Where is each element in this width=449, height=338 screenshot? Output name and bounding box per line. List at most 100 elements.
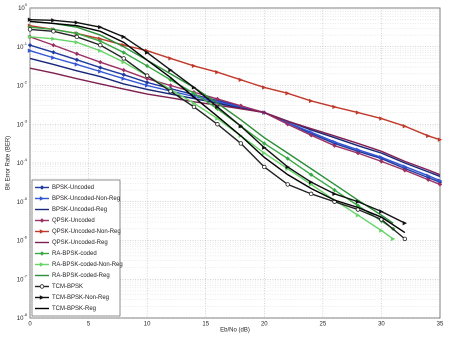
marker [285, 122, 290, 127]
marker [27, 42, 33, 48]
marker [27, 27, 33, 32]
marker [121, 76, 126, 81]
marker [437, 137, 443, 142]
marker [98, 36, 103, 42]
marker [74, 34, 80, 40]
y-tick-label: 10-3 [17, 118, 28, 128]
marker [238, 103, 244, 108]
marker [355, 147, 361, 152]
marker [98, 38, 103, 44]
marker [39, 229, 45, 234]
y-tick-label: 10-7 [17, 273, 28, 283]
marker [379, 228, 384, 233]
marker [144, 83, 150, 88]
x-tick-label: 15 [202, 322, 209, 328]
legend-box [31, 179, 121, 317]
y-tick-label: 10-4 [17, 157, 28, 167]
marker [332, 104, 337, 110]
y-tick-base: 10 [17, 277, 24, 283]
marker [379, 155, 384, 160]
y-tick-base: 10 [17, 316, 24, 322]
y-tick-base: 10 [17, 122, 24, 128]
legend-label: QPSK-Uncoded [52, 218, 95, 224]
legend-label: QPSK-Uncoded-Reg [52, 240, 108, 246]
marker [191, 63, 197, 69]
marker [98, 24, 103, 30]
legend-label: RA-BPSK-coded [52, 251, 97, 257]
marker [215, 122, 220, 127]
marker [426, 173, 431, 178]
marker [285, 164, 290, 170]
marker [262, 85, 267, 90]
x-tick-label: 0 [28, 322, 32, 328]
marker [332, 143, 337, 148]
marker [27, 17, 33, 22]
y-tick-exp: -8 [23, 312, 27, 317]
marker [51, 18, 56, 23]
marker [390, 236, 396, 242]
marker [332, 191, 337, 197]
marker [332, 187, 337, 193]
series-line [29, 20, 394, 224]
marker [437, 182, 443, 187]
legend-label: RA-BPSK-coded-Non-Reg [52, 262, 123, 268]
legend-label: BPSK-Uncoded-Reg [52, 207, 107, 213]
marker [379, 116, 384, 121]
legend-label: TCM-BPSK-Non-Reg [52, 295, 109, 301]
x-tick-label: 35 [437, 322, 444, 328]
marker [168, 56, 173, 61]
marker [51, 50, 56, 55]
marker [98, 59, 103, 65]
marker [144, 76, 150, 81]
marker [285, 182, 290, 187]
marker [98, 65, 103, 70]
marker [215, 70, 220, 75]
marker [426, 133, 431, 139]
x-axis-label: Eb/No (dB) [220, 328, 250, 334]
marker [426, 177, 431, 182]
marker [121, 56, 126, 61]
marker [379, 209, 384, 214]
marker [285, 91, 290, 96]
marker [262, 164, 267, 170]
y-tick-base: 10 [17, 199, 24, 205]
marker [308, 133, 314, 138]
y-tick-base: 10 [17, 44, 24, 50]
marker [238, 77, 244, 83]
marker [262, 150, 267, 156]
x-tick-label: 25 [320, 322, 327, 328]
marker [437, 178, 443, 183]
y-tick-exp: -6 [23, 235, 27, 240]
y-tick-exp: -1 [23, 41, 27, 46]
x-tick-label: 5 [87, 322, 91, 328]
marker [402, 164, 408, 169]
marker [39, 218, 45, 223]
marker [121, 59, 126, 65]
marker [308, 172, 314, 177]
marker [144, 80, 150, 85]
y-tick-base: 10 [17, 161, 24, 167]
marker [308, 179, 314, 185]
y-tick-exp: -2 [23, 80, 27, 85]
marker [168, 67, 173, 73]
marker [402, 220, 408, 226]
marker [27, 34, 33, 40]
marker [332, 139, 337, 145]
marker [74, 57, 80, 63]
marker [168, 89, 173, 94]
marker [27, 48, 33, 53]
legend-label: QPSK-Uncoded-Non-Reg [52, 229, 121, 235]
marker [39, 196, 45, 201]
marker [144, 73, 150, 78]
marker [402, 236, 408, 242]
y-tick-label: 10-2 [17, 80, 28, 90]
marker [215, 104, 220, 110]
legend-label: TCM-BPSK [52, 284, 83, 290]
y-tick-label: 10-6 [17, 235, 28, 245]
marker [98, 42, 103, 48]
marker [191, 91, 197, 96]
y-tick-exp: -7 [23, 273, 27, 278]
marker [215, 96, 220, 102]
marker [74, 40, 80, 45]
